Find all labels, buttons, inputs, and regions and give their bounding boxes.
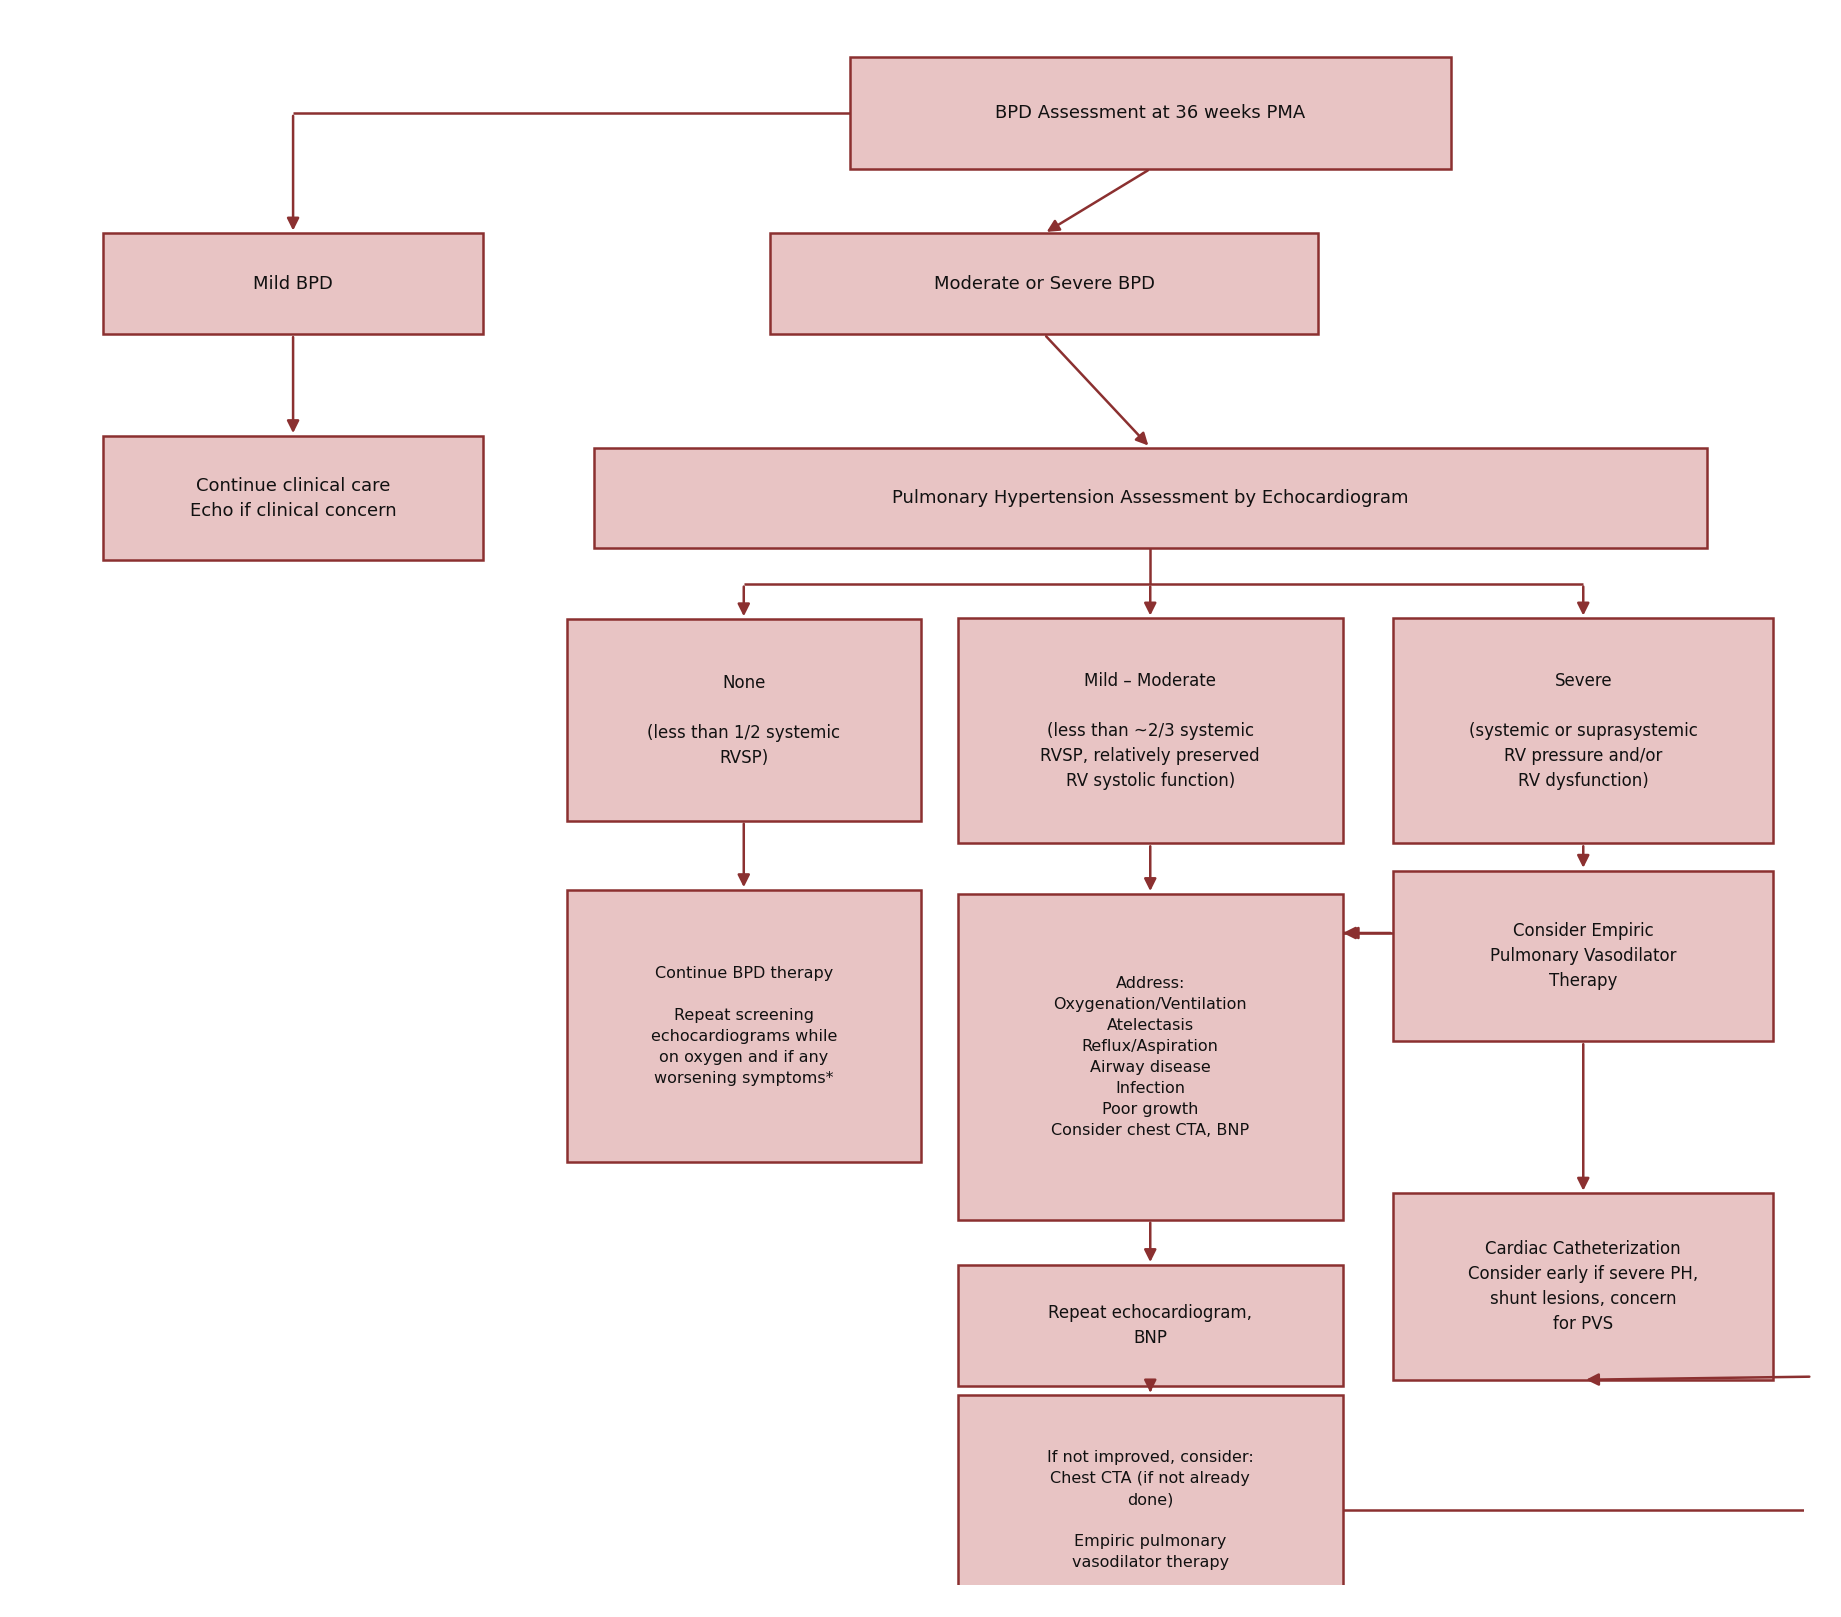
FancyBboxPatch shape [957, 1395, 1342, 1617]
FancyBboxPatch shape [567, 619, 920, 821]
Text: If not improved, consider:
Chest CTA (if not already
done)

Empiric pulmonary
va: If not improved, consider: Chest CTA (if… [1048, 1450, 1254, 1570]
FancyBboxPatch shape [957, 1264, 1342, 1386]
Text: Continue BPD therapy

Repeat screening
echocardiograms while
on oxygen and if an: Continue BPD therapy Repeat screening ec… [650, 965, 838, 1087]
Text: Continue clinical care
Echo if clinical concern: Continue clinical care Echo if clinical … [190, 477, 396, 519]
FancyBboxPatch shape [103, 233, 482, 335]
Text: BPD Assessment at 36 weeks PMA: BPD Assessment at 36 weeks PMA [996, 103, 1305, 121]
Text: Mild – Moderate

(less than ~2/3 systemic
RVSP, relatively preserved
RV systolic: Mild – Moderate (less than ~2/3 systemic… [1040, 673, 1259, 789]
Text: Moderate or Severe BPD: Moderate or Severe BPD [933, 275, 1154, 293]
Text: Pulmonary Hypertension Assessment by Echocardiogram: Pulmonary Hypertension Assessment by Ech… [893, 488, 1408, 508]
FancyBboxPatch shape [957, 618, 1342, 844]
FancyBboxPatch shape [593, 448, 1707, 548]
FancyBboxPatch shape [957, 894, 1342, 1219]
FancyBboxPatch shape [103, 437, 482, 559]
Text: Mild BPD: Mild BPD [254, 275, 333, 293]
Text: Consider Empiric
Pulmonary Vasodilator
Therapy: Consider Empiric Pulmonary Vasodilator T… [1489, 922, 1677, 990]
FancyBboxPatch shape [567, 889, 920, 1161]
Text: Severe

(systemic or suprasystemic
RV pressure and/or
RV dysfunction): Severe (systemic or suprasystemic RV pre… [1469, 673, 1697, 789]
Text: Cardiac Catheterization
Consider early if severe PH,
shunt lesions, concern
for : Cardiac Catheterization Consider early i… [1467, 1240, 1699, 1332]
Text: Address:
Oxygenation/Ventilation
Atelectasis
Reflux/Aspiration
Airway disease
In: Address: Oxygenation/Ventilation Atelect… [1051, 977, 1250, 1138]
FancyBboxPatch shape [1394, 870, 1773, 1041]
FancyBboxPatch shape [1394, 1193, 1773, 1379]
FancyBboxPatch shape [1394, 618, 1773, 844]
FancyBboxPatch shape [770, 233, 1318, 335]
Text: None

(less than 1/2 systemic
RVSP): None (less than 1/2 systemic RVSP) [648, 674, 839, 766]
FancyBboxPatch shape [851, 57, 1451, 168]
Text: Repeat echocardiogram,
BNP: Repeat echocardiogram, BNP [1048, 1303, 1252, 1347]
